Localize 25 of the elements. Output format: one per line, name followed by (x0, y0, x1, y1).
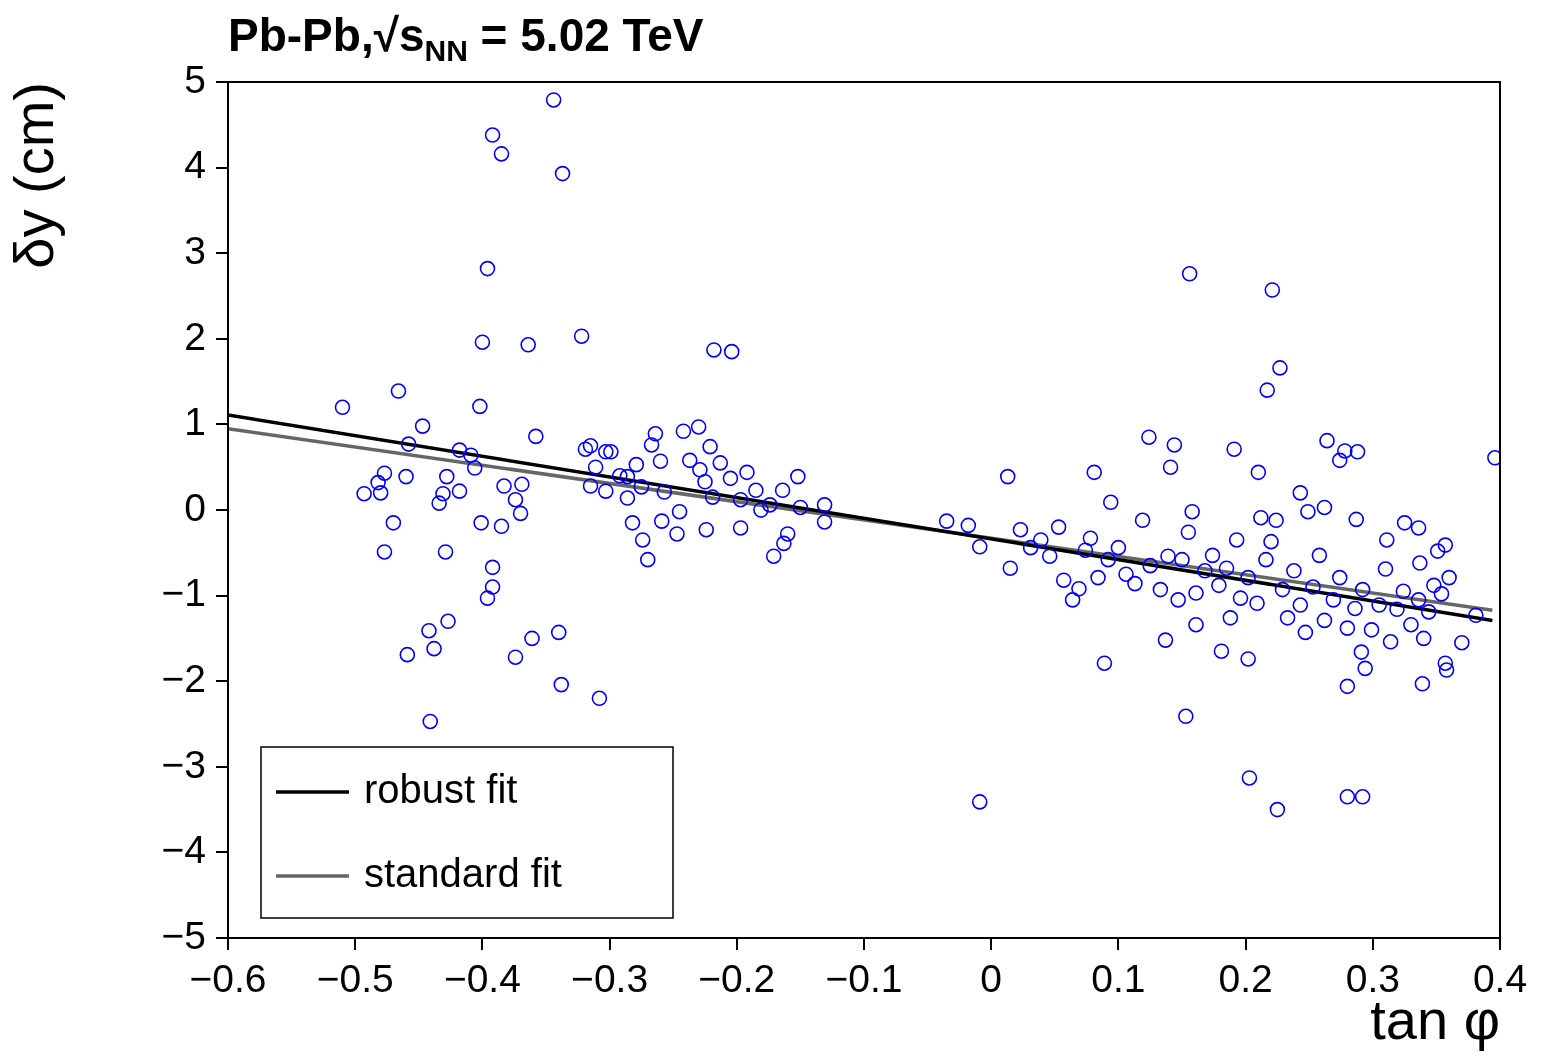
y-tick-label: 2 (184, 314, 206, 358)
legend-label: robust fit (364, 767, 518, 812)
x-tick-label: −0.5 (316, 957, 394, 1001)
x-tick-label: 0.4 (1472, 957, 1528, 1001)
x-tick-label: 0.1 (1091, 957, 1146, 1001)
y-tick-label: −2 (161, 656, 206, 700)
x-tick-label: −0.6 (189, 957, 267, 1001)
y-tick-label: −1 (161, 571, 206, 615)
y-tick-label: −4 (161, 828, 206, 872)
y-tick-label: 5 (184, 57, 206, 101)
y-axis-title: δy (cm) (2, 82, 66, 269)
y-tick-label: −3 (161, 742, 206, 786)
x-tick-label: −0.1 (825, 957, 903, 1001)
y-tick-label: 3 (184, 228, 206, 272)
x-tick-label: 0.2 (1218, 957, 1273, 1001)
legend-label: standard fit (364, 851, 562, 896)
y-tick-label: 1 (184, 400, 206, 444)
x-tick-label: −0.2 (698, 957, 776, 1001)
x-tick-label: −0.4 (443, 957, 521, 1001)
x-tick-label: −0.3 (571, 957, 649, 1001)
y-tick-label: −5 (161, 913, 206, 957)
y-tick-label: 0 (184, 485, 206, 529)
x-tick-label: 0 (980, 957, 1003, 1001)
chart-title: Pb-Pb,√s$_{NN}$ = 5.02 TeV (228, 8, 704, 69)
y-tick-label: 4 (184, 143, 206, 187)
